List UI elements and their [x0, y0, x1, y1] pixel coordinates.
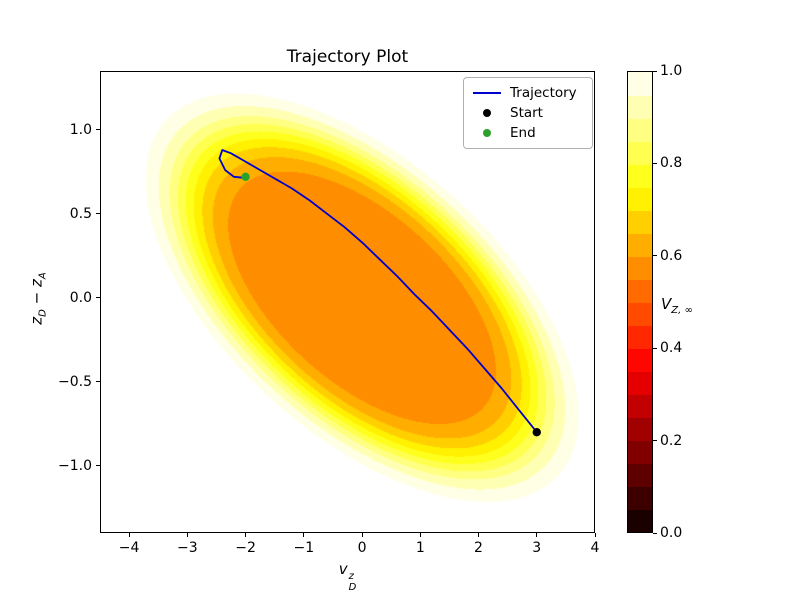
x-axis-label-base: v	[338, 560, 348, 578]
colorbar	[627, 71, 653, 533]
colorbar-tick-mark	[653, 162, 657, 164]
colorbar-segment	[628, 118, 652, 142]
colorbar-segment	[628, 210, 652, 234]
legend-label-start: Start	[510, 105, 543, 121]
colorbar-segment	[628, 394, 652, 418]
colorbar-segment	[628, 325, 652, 349]
colorbar-tick-mark	[653, 255, 657, 257]
x-tick-mark	[419, 533, 421, 537]
x-tick-mark	[594, 533, 596, 537]
colorbar-segment	[628, 72, 652, 96]
colorbar-tick-mark	[653, 440, 657, 442]
colorbar-segment	[628, 233, 652, 257]
y-tick-mark	[96, 129, 100, 131]
colorbar-tick-label: 0.0	[660, 525, 683, 541]
x-tick-mark	[536, 533, 538, 537]
y-axis-label-sub2: A	[37, 272, 49, 280]
legend-end-sample-box	[472, 129, 502, 137]
colorbar-segment	[628, 463, 652, 487]
colorbar-tick-mark	[653, 347, 657, 349]
colorbar-segment	[628, 302, 652, 326]
colorbar-segment	[628, 509, 652, 532]
y-axis-label-sub1: D	[37, 309, 49, 317]
colorbar-label-sub: Z, ∞	[671, 305, 693, 316]
x-tick-label: −4	[118, 540, 140, 556]
end-marker	[241, 172, 250, 182]
colorbar-label: VZ, ∞	[661, 295, 693, 316]
x-tick-mark	[303, 533, 305, 537]
chart-title: Trajectory Plot	[286, 47, 409, 67]
colorbar-segment	[628, 348, 652, 372]
colorbar-segment	[628, 256, 652, 280]
y-tick-label: 0.0	[69, 289, 92, 306]
colorbar-tick-label: 0.8	[660, 155, 683, 172]
legend-label-trajectory: Trajectory	[510, 85, 577, 101]
colorbar-tick-mark	[653, 532, 657, 534]
x-tick-label: 0	[357, 540, 367, 556]
colorbar-tick-label: 0.2	[660, 432, 683, 449]
legend-entry-end: End	[472, 123, 584, 143]
y-tick-label: 0.5	[69, 205, 92, 222]
colorbar-segment	[628, 279, 652, 303]
x-tick-mark	[186, 533, 188, 537]
legend-label-end: End	[510, 125, 536, 141]
colorbar-segment	[628, 187, 652, 211]
x-tick-label: −2	[235, 540, 256, 556]
start-marker-icon	[483, 109, 491, 117]
colorbar-segment	[628, 371, 652, 395]
x-tick-mark	[128, 533, 130, 537]
colorbar-tick-mark	[653, 70, 657, 72]
x-tick-label: 2	[474, 540, 483, 556]
y-tick-label: 1.0	[69, 121, 92, 138]
colorbar-segment	[628, 440, 652, 464]
y-axis-label-base2: z	[27, 279, 46, 288]
y-tick-label: −1.0	[58, 457, 92, 474]
legend-entry-start: Start	[472, 103, 584, 123]
end-marker-icon	[483, 129, 491, 137]
colorbar-tick-label: 1.0	[660, 63, 683, 79]
trajectory-line-icon	[473, 92, 501, 94]
y-axis-label-operator: −	[27, 287, 46, 310]
y-tick-mark	[96, 213, 100, 215]
trajectory-line	[218, 149, 538, 433]
colorbar-segment	[628, 164, 652, 188]
x-tick-label: 3	[532, 540, 542, 556]
legend: Trajectory Start End	[463, 77, 593, 149]
colorbar-segment	[628, 95, 652, 119]
colorbar-label-base: V	[661, 295, 672, 313]
colorbar-segment	[628, 417, 652, 441]
x-tick-label: 4	[590, 540, 600, 556]
colorbar-tick-label: 0.6	[660, 247, 683, 264]
y-tick-mark	[96, 297, 100, 299]
plot-overlay	[218, 149, 541, 437]
x-tick-mark	[245, 533, 247, 537]
start-marker	[532, 428, 541, 437]
x-tick-label: −3	[177, 540, 198, 556]
x-axis-label-sup: z	[348, 571, 354, 582]
x-axis-label-sub: D	[348, 581, 357, 593]
colorbar-segment	[628, 486, 652, 510]
y-tick-mark	[96, 465, 100, 467]
legend-trajectory-sample-box	[472, 92, 502, 94]
y-axis-label: zD − zA	[28, 199, 49, 399]
legend-entry-trajectory: Trajectory	[472, 83, 584, 103]
y-tick-mark	[96, 381, 100, 383]
legend-start-sample-box	[472, 109, 502, 117]
colorbar-segment	[628, 141, 652, 165]
x-tick-label: −1	[293, 540, 315, 556]
x-tick-label: 1	[415, 540, 425, 556]
colorbar-tick-label: 0.4	[660, 340, 683, 357]
y-axis-label-base1: z	[27, 316, 46, 325]
x-tick-mark	[361, 533, 363, 537]
y-tick-label: −0.5	[58, 373, 92, 390]
x-tick-mark	[478, 533, 480, 537]
